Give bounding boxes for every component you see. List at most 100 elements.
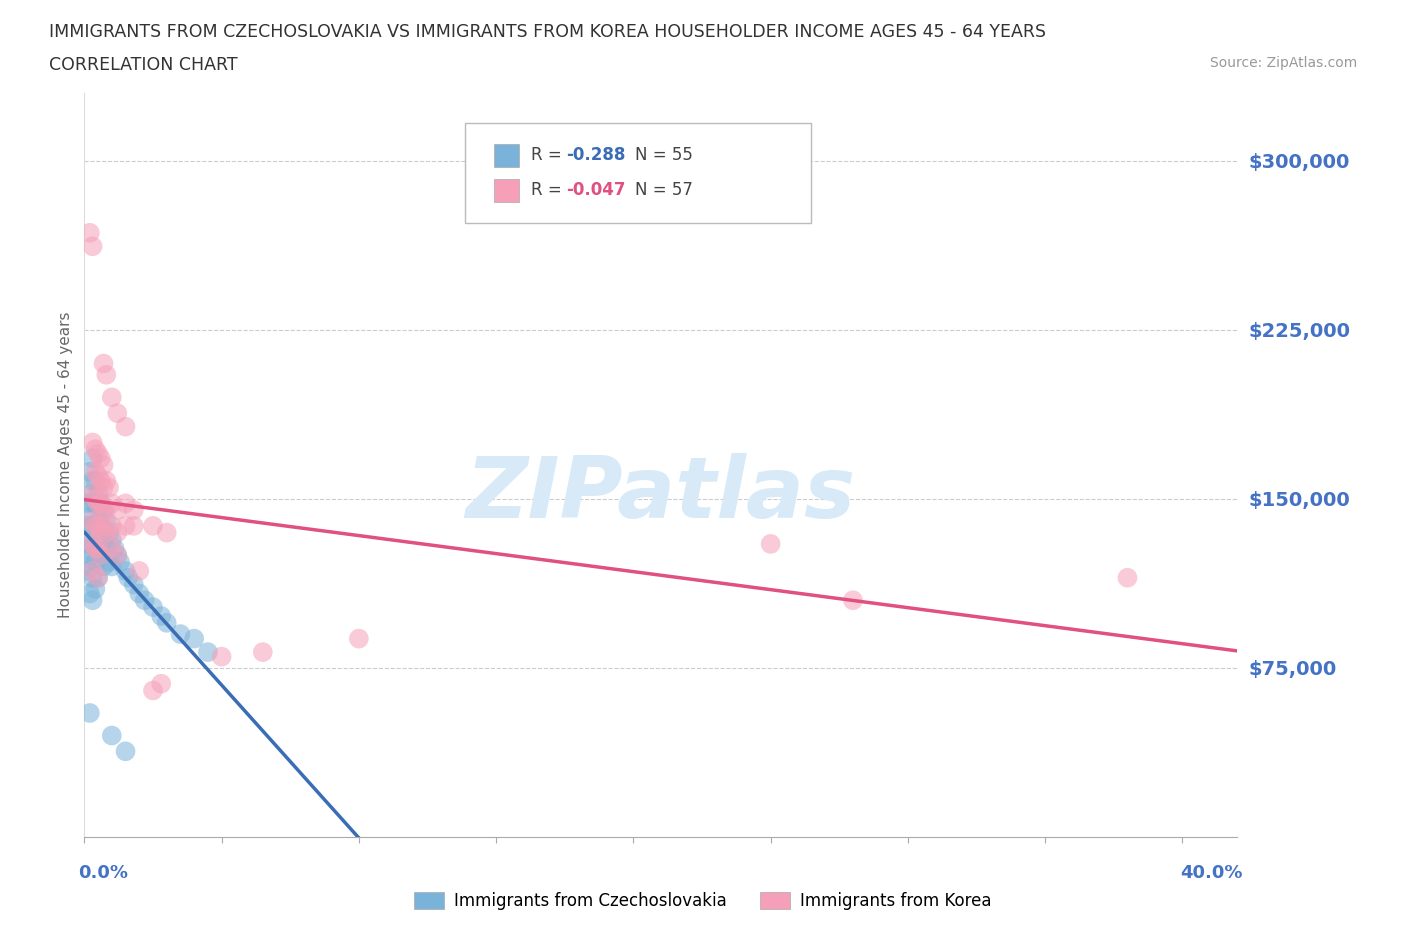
Point <box>759 537 782 551</box>
Point <box>82 451 104 466</box>
Point <box>79 559 101 574</box>
Point <box>114 496 136 511</box>
Point <box>82 537 104 551</box>
Point <box>90 451 112 466</box>
Point <box>79 586 101 601</box>
Point <box>114 744 136 759</box>
Point <box>142 518 165 533</box>
Text: CORRELATION CHART: CORRELATION CHART <box>49 56 238 73</box>
Point <box>76 564 98 578</box>
Point <box>87 541 110 556</box>
Point <box>84 464 107 479</box>
Point <box>142 600 165 615</box>
Point <box>197 644 219 659</box>
Point <box>82 435 104 450</box>
Point <box>82 473 104 488</box>
Point <box>96 473 118 488</box>
Text: R =: R = <box>530 181 567 199</box>
Point <box>87 514 110 529</box>
Point <box>82 514 104 529</box>
Point <box>79 706 101 721</box>
Point <box>105 548 128 563</box>
Point <box>134 592 156 607</box>
Point <box>1116 570 1139 585</box>
Point <box>101 532 124 547</box>
Point <box>90 525 112 540</box>
Point <box>103 541 125 556</box>
Point <box>84 541 107 556</box>
Point <box>98 480 121 495</box>
Point <box>101 559 124 574</box>
Point <box>211 649 233 664</box>
Point <box>82 496 104 511</box>
Point <box>101 728 124 743</box>
Point <box>76 496 98 511</box>
Bar <box>494 179 519 203</box>
Point <box>84 442 107 457</box>
Point <box>183 631 205 646</box>
Point <box>122 518 145 533</box>
Point <box>93 458 115 472</box>
Point <box>842 592 865 607</box>
Text: 40.0%: 40.0% <box>1181 864 1243 882</box>
Point <box>90 473 112 488</box>
Point <box>84 518 107 533</box>
Point <box>90 548 112 563</box>
Point <box>105 548 128 563</box>
Point <box>93 559 115 574</box>
Point <box>90 518 112 533</box>
Point <box>84 554 107 569</box>
Point <box>84 525 107 540</box>
Point <box>150 608 173 623</box>
Point <box>82 570 104 585</box>
Point <box>90 496 112 511</box>
Point <box>79 225 101 240</box>
Legend: Immigrants from Czechoslovakia, Immigrants from Korea: Immigrants from Czechoslovakia, Immigran… <box>408 885 998 917</box>
Text: R =: R = <box>530 147 567 165</box>
Text: ZIPatlas: ZIPatlas <box>465 453 856 537</box>
Point <box>150 676 173 691</box>
Point <box>101 496 124 511</box>
Point <box>82 592 104 607</box>
Point <box>79 537 101 551</box>
Point <box>79 464 101 479</box>
Point <box>87 446 110 461</box>
Point <box>90 548 112 563</box>
Point <box>82 548 104 563</box>
Point <box>82 239 104 254</box>
Point <box>98 554 121 569</box>
Point <box>87 570 110 585</box>
Point <box>122 577 145 591</box>
Point <box>122 502 145 517</box>
Point <box>93 502 115 517</box>
Point <box>169 627 191 642</box>
Point <box>142 683 165 698</box>
Point <box>79 487 101 502</box>
FancyBboxPatch shape <box>465 123 811 223</box>
Point <box>101 518 124 533</box>
Bar <box>494 143 519 167</box>
Y-axis label: Householder Income Ages 45 - 64 years: Householder Income Ages 45 - 64 years <box>58 312 73 618</box>
Point <box>117 570 139 585</box>
Point <box>156 525 179 540</box>
Point <box>93 356 115 371</box>
Point <box>96 525 118 540</box>
Point <box>84 496 107 511</box>
Point <box>82 564 104 578</box>
Point <box>87 518 110 533</box>
Point <box>87 541 110 556</box>
Point <box>252 644 274 659</box>
Point <box>87 487 110 502</box>
Point <box>87 496 110 511</box>
Point <box>105 502 128 517</box>
Point <box>76 518 98 533</box>
Point <box>128 564 150 578</box>
Point <box>82 487 104 502</box>
Point <box>93 480 115 495</box>
Point <box>82 518 104 533</box>
Point <box>87 469 110 484</box>
Point <box>84 491 107 506</box>
Point <box>90 496 112 511</box>
Point <box>98 525 121 540</box>
Text: N = 55: N = 55 <box>636 147 693 165</box>
